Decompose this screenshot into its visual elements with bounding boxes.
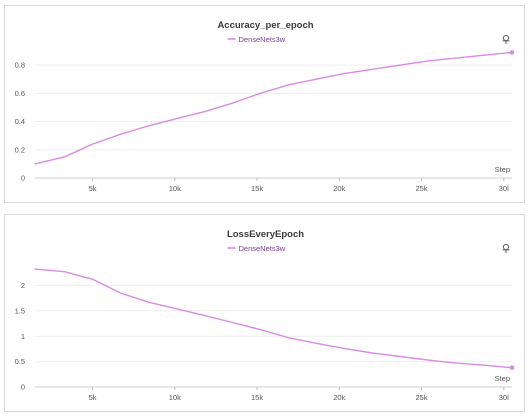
y-tick-label: 0.5 bbox=[15, 357, 25, 366]
chart-title: Accuracy_per_epoch bbox=[217, 20, 313, 31]
loss-last-point bbox=[509, 365, 515, 370]
legend: DenseNets3w bbox=[227, 244, 286, 253]
x-tick-label: 10k bbox=[169, 184, 181, 193]
y-tick-label: 0.6 bbox=[15, 89, 25, 98]
chart-title: LossEveryEpoch bbox=[227, 229, 304, 240]
y-tick-label: 0.4 bbox=[15, 117, 25, 126]
y-tick-label: 1 bbox=[21, 332, 25, 341]
x-tick-label: 15k bbox=[251, 393, 263, 402]
x-tick-label: 20k bbox=[333, 393, 345, 402]
accuracy-chart-svg: Accuracy_per_epoch DenseNets3w 0 0.2 0.4 0.6 0… bbox=[15, 20, 515, 193]
y-tick-label: 0.2 bbox=[15, 145, 25, 154]
x-tick-label: 30l bbox=[499, 393, 509, 402]
accuracy-series-line bbox=[34, 51, 513, 165]
x-tick-label: 5k bbox=[89, 393, 97, 402]
y-tick-label: 1.5 bbox=[15, 306, 25, 315]
x-tick-label: 15k bbox=[251, 184, 263, 193]
legend: DenseNets3w bbox=[227, 35, 286, 44]
legend-label: DenseNets3w bbox=[239, 35, 286, 44]
x-tick-label: 25k bbox=[415, 184, 427, 193]
y-tick-label: 0 bbox=[21, 383, 25, 392]
x-tick-label: 10k bbox=[169, 393, 181, 402]
pin-icon[interactable] bbox=[502, 34, 510, 44]
y-tick-label: 0 bbox=[21, 174, 25, 183]
x-tick-label: 20k bbox=[333, 184, 345, 193]
x-tick-label: 25k bbox=[415, 393, 427, 402]
chart-panel-accuracy: Accuracy_per_epoch DenseNets3w 0 0.2 0.4 0.6 0… bbox=[4, 5, 525, 203]
x-tick-label: 5k bbox=[89, 184, 97, 193]
pin-icon[interactable] bbox=[502, 243, 510, 253]
accuracy-last-point bbox=[509, 50, 515, 55]
legend-label: DenseNets3w bbox=[239, 244, 286, 253]
y-tick-label: 2 bbox=[21, 281, 25, 290]
y-tick-label: 0.8 bbox=[15, 61, 25, 70]
x-tick-label: 30l bbox=[499, 184, 509, 193]
x-axis-label: Step bbox=[495, 374, 510, 383]
loss-series-line bbox=[34, 268, 513, 369]
chart-panel-loss: LossEveryEpoch DenseNets3w 0 0.5 1 1.5 2 5k 10k 1… bbox=[4, 214, 525, 412]
x-axis-label: Step bbox=[495, 165, 510, 174]
